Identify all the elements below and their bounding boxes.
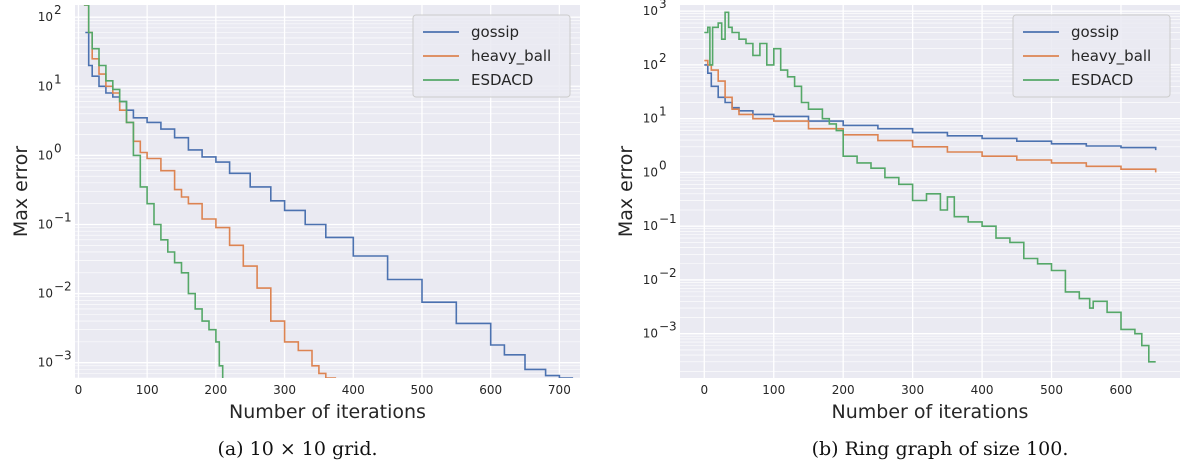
x-tick-label: 100 — [762, 383, 785, 397]
x-tick-label: 700 — [548, 383, 571, 397]
legend-label: gossip — [1071, 23, 1119, 41]
legend-label: ESDACD — [471, 71, 533, 89]
y-tick-exponent: −1 — [659, 212, 677, 226]
x-tick-label: 600 — [1110, 383, 1133, 397]
x-tick-label: 0 — [75, 383, 83, 397]
y-tick-label: 10 — [643, 4, 658, 18]
legend-box — [1012, 14, 1171, 98]
caption-a: (a) 10 × 10 grid. — [217, 438, 378, 460]
series-line-gossip — [85, 31, 574, 378]
y-tick-label: 10 — [38, 287, 53, 301]
y-tick-exponent: 0 — [54, 141, 62, 155]
x-tick-label: 300 — [901, 383, 924, 397]
x-tick-label: 400 — [971, 383, 994, 397]
legend-label: heavy_ball — [1071, 47, 1151, 66]
x-axis-label: Number of iterations — [229, 401, 426, 423]
x-tick-label: 200 — [832, 383, 855, 397]
y-tick-exponent: 1 — [659, 105, 667, 119]
chart-panel-a: 0 100 200 300 400 500 600 700 10 −3 10 −2 10 −1 10 0 10 1… — [10, 3, 580, 423]
legend-box — [412, 14, 571, 98]
y-tick-exponent: −3 — [659, 320, 677, 334]
y-tick-label: 10 — [643, 219, 658, 233]
y-tick-exponent: −2 — [54, 280, 72, 294]
y-tick-label: 10 — [643, 58, 658, 72]
chart-panel-b: 0 100 200 300 400 500 600 10 −3 10 −2 10 −1 10 0 10 1 10 2… — [600, 0, 1190, 471]
series-line-heavy-ball — [83, 5, 337, 378]
y-tick-label: 10 — [643, 112, 658, 126]
y-tick-label: 10 — [643, 273, 658, 287]
y-tick-exponent: −2 — [659, 266, 677, 280]
y-tick-exponent: −1 — [54, 210, 72, 224]
y-tick-label: 10 — [643, 327, 658, 341]
x-tick-label: 600 — [479, 383, 502, 397]
x-tick-label: 400 — [342, 383, 365, 397]
y-tick-exponent: −3 — [54, 349, 72, 363]
legend-label: gossip — [471, 23, 519, 41]
legend-label: ESDACD — [1071, 71, 1133, 89]
legend-label: heavy_ball — [471, 47, 551, 66]
y-axis-label: Max error — [10, 146, 32, 238]
y-axis-label: Max error — [615, 146, 637, 238]
x-tick-label: 100 — [136, 383, 159, 397]
x-tick-label: 300 — [273, 383, 296, 397]
y-tick-label: 10 — [643, 165, 658, 179]
x-tick-label: 500 — [411, 383, 434, 397]
series-line-heavy-ball — [704, 59, 1157, 173]
x-tick-label: 0 — [700, 383, 708, 397]
y-tick-label: 10 — [38, 148, 53, 162]
y-tick-exponent: 1 — [54, 72, 62, 86]
y-tick-exponent: 2 — [659, 51, 667, 65]
y-tick-exponent: 3 — [659, 0, 667, 11]
caption-b: (b) Ring graph of size 100. — [811, 438, 1069, 460]
y-tick-label: 10 — [38, 79, 53, 93]
series-line-esdacd — [704, 11, 1156, 363]
y-tick-exponent: 0 — [659, 158, 667, 172]
y-tick-exponent: 2 — [54, 3, 62, 17]
x-tick-label: 200 — [204, 383, 227, 397]
series-line-gossip — [704, 64, 1157, 151]
x-tick-label: 500 — [1040, 383, 1063, 397]
x-axis-label: Number of iterations — [832, 401, 1029, 423]
y-tick-label: 10 — [38, 356, 53, 370]
y-tick-label: 10 — [38, 217, 53, 231]
series-line-esdacd — [83, 5, 224, 378]
y-tick-label: 10 — [38, 10, 53, 24]
